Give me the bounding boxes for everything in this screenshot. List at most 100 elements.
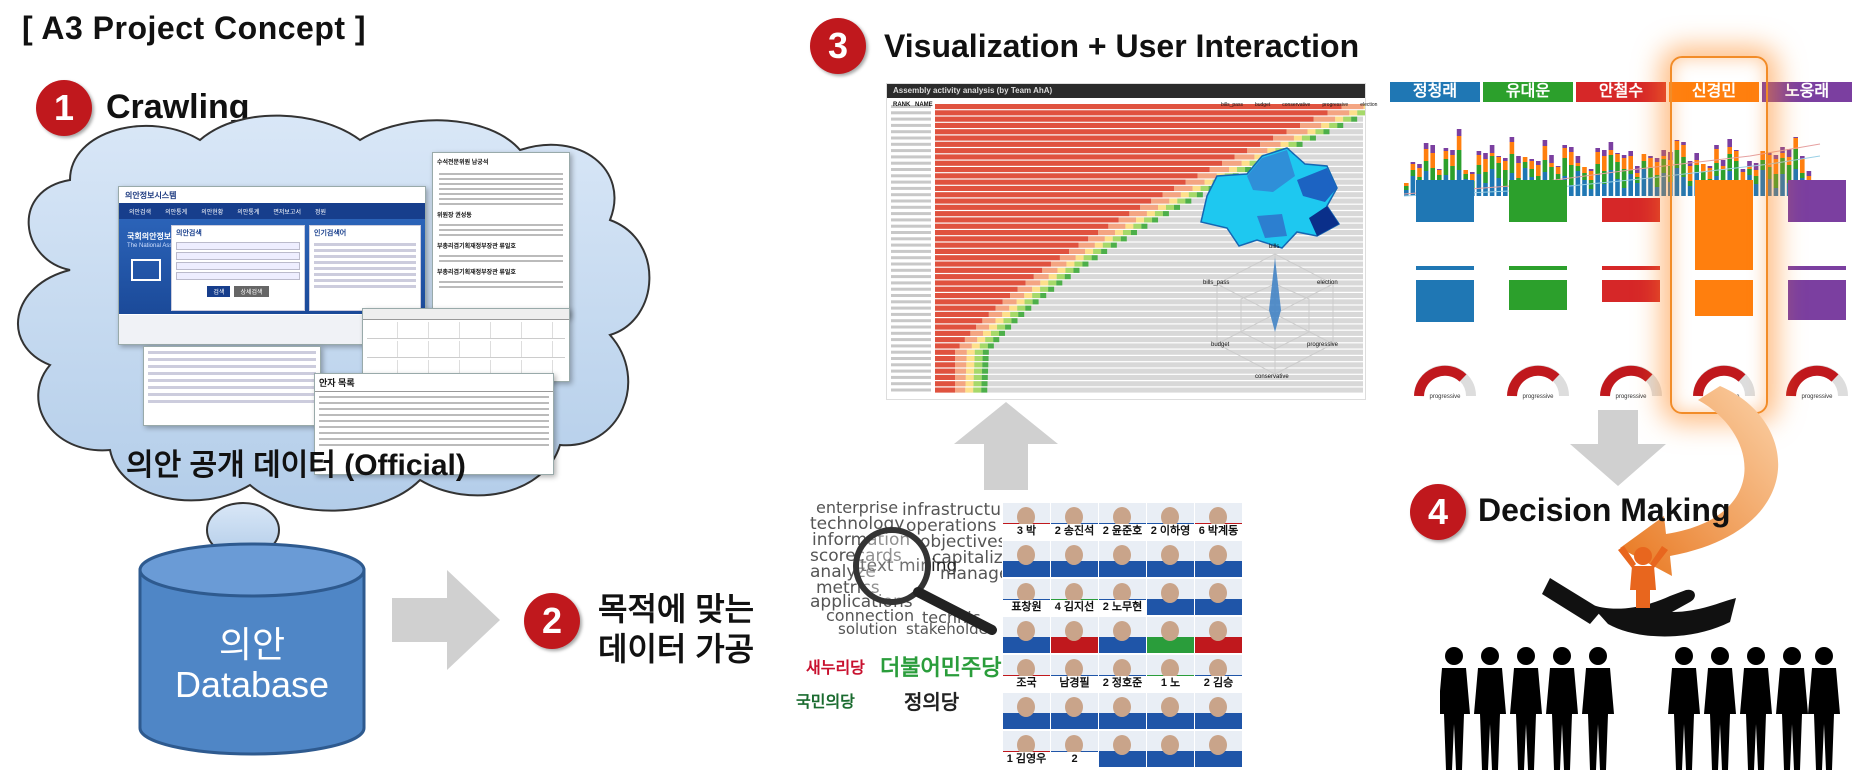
- timeline-bar: [1450, 150, 1455, 155]
- activity-segment: [935, 356, 955, 362]
- site-search-button[interactable]: 검색: [207, 286, 231, 297]
- person-icon: [1582, 647, 1614, 770]
- activity-segment: [1185, 179, 1205, 185]
- timeline-bar: [1483, 159, 1488, 172]
- gauge-fill: [1507, 365, 1560, 397]
- face-icon: [1017, 735, 1035, 755]
- timeline-bar: [1423, 143, 1429, 149]
- timeline-bar: [1786, 165, 1792, 183]
- activity-segment: [970, 330, 983, 336]
- person-icon: [1510, 647, 1542, 770]
- timeline-bar: [1496, 157, 1501, 163]
- radar-label: bills: [1269, 244, 1280, 250]
- name-placeholder: [891, 180, 931, 184]
- activity-segment: [1196, 192, 1203, 198]
- activity-segment: [935, 381, 955, 387]
- trend-line: [1403, 155, 1821, 197]
- activity-segment: [1192, 185, 1201, 191]
- timeline-bar: [1641, 169, 1647, 196]
- keyword: manage: [940, 564, 1010, 584]
- activity-segment: [1104, 236, 1113, 242]
- timeline-bar: [1483, 183, 1488, 196]
- timeline-bar: [1443, 148, 1449, 151]
- timeline-bar: [1740, 172, 1746, 185]
- candidate-tab[interactable]: 유대운: [1483, 82, 1573, 102]
- doc-heading: 안자 목록: [315, 374, 553, 392]
- timeline-bar: [1674, 168, 1680, 196]
- timeline-bar: [1562, 145, 1567, 148]
- person-icon: [1808, 647, 1840, 770]
- name-placeholder: [891, 375, 931, 379]
- timeline-bar: [1734, 150, 1739, 151]
- row-background: [935, 318, 1363, 324]
- step-3-label: Visualization + User Interaction: [884, 28, 1360, 64]
- name-placeholder: [891, 268, 931, 272]
- activity-segment: [974, 349, 983, 355]
- activity-segment: [935, 236, 1089, 242]
- doc-item: 부총리겸기획재정부장관 류일호: [437, 244, 516, 250]
- activity-segment: [1174, 204, 1181, 210]
- timeline-bar: [1456, 129, 1462, 136]
- legend-item: bills_pass: [1221, 102, 1243, 108]
- poster-name: 2 윤준호: [1099, 524, 1146, 539]
- activity-segment: [1301, 135, 1310, 141]
- activity-segment: [935, 154, 1235, 160]
- activity-segment: [982, 356, 989, 362]
- activity-segment: [1005, 324, 1012, 330]
- keyword: information: [812, 530, 911, 550]
- candidate-poster: [1146, 540, 1195, 578]
- candidate-tab[interactable]: 노웅래: [1762, 82, 1852, 102]
- row-background: [935, 267, 1363, 273]
- keyword: enterprise: [816, 498, 899, 517]
- activity-segment: [1151, 198, 1170, 204]
- activity-segment: [982, 318, 996, 324]
- candidate-poster: [1146, 730, 1195, 768]
- candidate-poster: 6 박계동: [1194, 502, 1243, 540]
- activity-segment: [1273, 135, 1294, 141]
- candidate-poster: [1050, 616, 1099, 654]
- timeline-bar: [1800, 159, 1805, 173]
- keyword: connection: [826, 606, 915, 625]
- cloud-caption: 의안 공개 데이터 (Official): [126, 449, 466, 482]
- candidate-tab[interactable]: 안철수: [1576, 82, 1666, 102]
- activity-segment: [1025, 280, 1041, 286]
- keyword: objectives: [920, 532, 1007, 552]
- site-detail-search-button[interactable]: 상세검색: [234, 286, 269, 297]
- timeline-bar: [1476, 165, 1482, 174]
- row-background: [935, 362, 1363, 368]
- comparison-bar: [1788, 180, 1846, 222]
- arrow-right-icon: [392, 570, 500, 670]
- timeline-bar: [1516, 163, 1521, 178]
- activity-segment: [1091, 255, 1098, 261]
- timeline-bar: [1562, 148, 1567, 158]
- candidate-tab[interactable]: 신경민: [1669, 82, 1759, 102]
- activity-segment: [935, 248, 1070, 254]
- step-3-badge: 3: [810, 18, 866, 74]
- person-icon: [1474, 647, 1506, 770]
- activity-legend: bills_pass budget conservative progressi…: [1221, 102, 1377, 108]
- name-placeholder: [891, 300, 931, 304]
- timeline-bar: [1701, 164, 1706, 172]
- timeline-bar: [1753, 163, 1759, 170]
- timeline-bar: [1608, 155, 1614, 170]
- activity-segment: [935, 267, 1043, 273]
- poster-name: 2 김승: [1195, 676, 1242, 691]
- activity-segment: [1094, 242, 1103, 248]
- name-placeholder: [891, 388, 931, 392]
- timeline-bar: [1602, 156, 1607, 171]
- timeline-bar: [1509, 137, 1515, 142]
- party-logo-justice: 정의당: [904, 692, 960, 714]
- candidate-poster: [1002, 616, 1051, 654]
- name-placeholder: [891, 130, 931, 134]
- timeline-bar: [1635, 177, 1640, 183]
- activity-segment: [965, 387, 974, 393]
- face-icon: [1017, 697, 1035, 717]
- candidate-poster: 2 노무현: [1098, 578, 1147, 616]
- comparison-bar: [1509, 280, 1567, 310]
- timeline-bar: [1661, 156, 1666, 159]
- activity-segment: [1166, 204, 1175, 210]
- candidate-tab[interactable]: 정청래: [1390, 82, 1480, 102]
- activity-segment: [1241, 160, 1250, 166]
- timeline-bar: [1714, 163, 1719, 176]
